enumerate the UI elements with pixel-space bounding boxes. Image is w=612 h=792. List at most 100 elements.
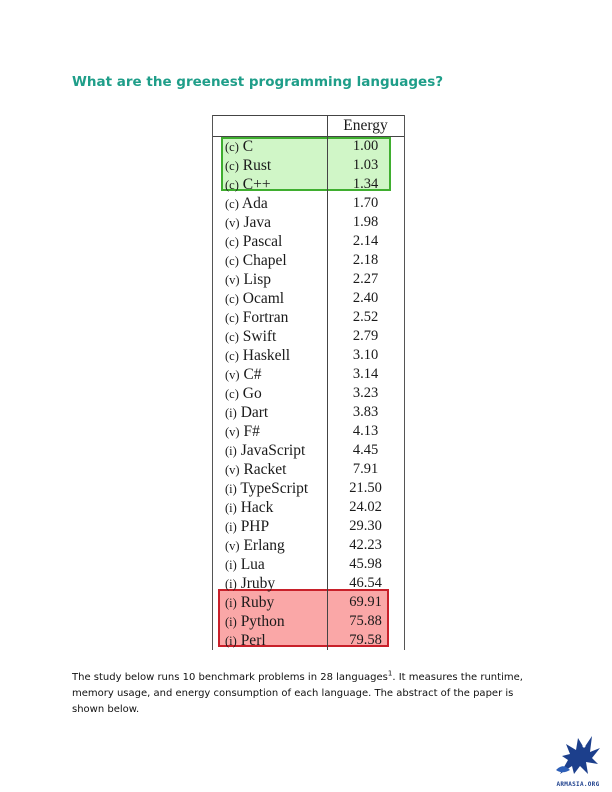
- language-cell: (v) C#: [225, 365, 262, 385]
- language-cell: (i) Jruby: [225, 574, 275, 594]
- language-cell: (c) Fortran: [225, 308, 288, 328]
- language-name: C++: [242, 176, 271, 193]
- energy-value: 1.34: [352, 176, 379, 192]
- language-kind: (i): [225, 482, 237, 496]
- table-row: (v) Lisp 2.27: [213, 270, 404, 289]
- language-cell: (c) Swift: [225, 327, 276, 347]
- language-name: Go: [242, 385, 262, 402]
- language-cell: (i) Python: [225, 612, 285, 632]
- table-row: (v) Racket 7.91: [213, 460, 404, 479]
- language-kind: (i): [225, 634, 237, 648]
- language-name: TypeScript: [240, 480, 309, 497]
- language-kind: (c): [225, 292, 239, 306]
- table-row: (c) Rust 1.03: [213, 156, 404, 175]
- language-cell: (c) Ocaml: [225, 289, 284, 309]
- language-name: Ruby: [240, 594, 275, 611]
- table-row: (i) Python 75.88: [213, 612, 404, 631]
- energy-value: 1.03: [352, 157, 379, 173]
- language-name: Java: [243, 214, 271, 231]
- energy-value: 4.45: [352, 442, 379, 458]
- energy-value: 2.27: [352, 271, 379, 287]
- language-kind: (i): [225, 406, 237, 420]
- language-kind: (c): [225, 254, 239, 268]
- language-name: Rust: [242, 157, 272, 174]
- language-kind: (c): [225, 311, 239, 325]
- language-cell: (i) Lua: [225, 555, 265, 575]
- table-row: (v) Erlang 42.23: [213, 536, 404, 555]
- language-kind: (c): [225, 387, 239, 401]
- language-name: Racket: [243, 461, 287, 478]
- energy-value: 3.83: [352, 404, 379, 420]
- energy-value: 4.13: [352, 423, 379, 439]
- table-row: (v) Java 1.98: [213, 213, 404, 232]
- language-name: Fortran: [242, 309, 289, 326]
- language-name: JavaScript: [240, 442, 306, 459]
- footnote-ref[interactable]: 1: [387, 669, 393, 678]
- greenest-highlight-box: [221, 137, 391, 191]
- energy-value: 2.52: [352, 309, 379, 325]
- energy-value: 75.88: [349, 613, 382, 629]
- table-column-separator: [327, 115, 328, 650]
- table-row: (c) Chapel 2.18: [213, 251, 404, 270]
- language-name: Ocaml: [242, 290, 285, 307]
- table-row: (c) Go 3.23: [213, 384, 404, 403]
- paragraph-text-start: The study below runs 10 benchmark proble…: [72, 672, 388, 683]
- language-cell: (c) Go: [225, 384, 262, 404]
- language-kind: (v): [225, 539, 240, 553]
- table-row: (i) JavaScript 4.45: [213, 441, 404, 460]
- language-cell: (i) PHP: [225, 517, 269, 537]
- table-row: (i) Hack 24.02: [213, 498, 404, 517]
- language-cell: (c) Pascal: [225, 232, 282, 252]
- table-row: (i) TypeScript 21.50: [213, 479, 404, 498]
- energy-value: 2.18: [352, 252, 379, 268]
- table-row: (i) PHP 29.30: [213, 517, 404, 536]
- logo-caption: ARMASIA.ORG: [556, 781, 600, 788]
- language-cell: (v) Racket: [225, 460, 287, 480]
- language-cell: (i) Ruby: [225, 593, 274, 613]
- language-name: F#: [243, 423, 260, 440]
- energy-value: 45.98: [349, 556, 382, 572]
- energy-value: 42.23: [349, 537, 382, 553]
- language-kind: (i): [225, 615, 237, 629]
- language-kind: (c): [225, 235, 239, 249]
- language-cell: (c) C++: [225, 175, 271, 195]
- energy-value: 24.02: [349, 499, 382, 515]
- table-row: (c) C 1.00: [213, 137, 404, 156]
- language-cell: (v) Lisp: [225, 270, 271, 290]
- energy-value: 69.91: [349, 594, 382, 610]
- energy-value: 29.30: [349, 518, 382, 534]
- paragraph-text-end: . It measures the runtime, memory usage,…: [72, 672, 523, 715]
- table-row: (i) Lua 45.98: [213, 555, 404, 574]
- language-kind: (v): [225, 463, 240, 477]
- language-kind: (c): [225, 159, 239, 173]
- table-row: (c) Ada 1.70: [213, 194, 404, 213]
- language-cell: (i) TypeScript: [225, 479, 308, 499]
- language-kind: (c): [225, 349, 239, 363]
- language-kind: (i): [225, 520, 237, 534]
- table-header-rule: [213, 136, 404, 137]
- energy-value: 7.91: [352, 461, 379, 477]
- table-row: (c) Haskell 3.10: [213, 346, 404, 365]
- language-name: Lua: [240, 556, 265, 573]
- language-name: Swift: [242, 328, 277, 345]
- language-name: Perl: [240, 632, 266, 649]
- energy-value: 2.79: [352, 328, 379, 344]
- language-kind: (v): [225, 425, 240, 439]
- language-cell: (i) Perl: [225, 631, 266, 651]
- language-name: Haskell: [242, 347, 291, 364]
- language-kind: (i): [225, 577, 237, 591]
- energy-value: 1.70: [352, 195, 379, 211]
- language-kind: (i): [225, 501, 237, 515]
- language-kind: (c): [225, 330, 239, 344]
- language-name: Hack: [240, 499, 274, 516]
- language-cell: (c) C: [225, 137, 253, 157]
- language-cell: (c) Ada: [225, 194, 268, 214]
- table-row: (v) F# 4.13: [213, 422, 404, 441]
- energy-column-header: Energy: [343, 117, 388, 134]
- language-name: Jruby: [240, 575, 276, 592]
- language-kind: (c): [225, 197, 239, 211]
- energy-value: 3.23: [352, 385, 379, 401]
- table-row: (c) Ocaml 2.40: [213, 289, 404, 308]
- language-cell: (i) JavaScript: [225, 441, 305, 461]
- language-name: Lisp: [243, 271, 272, 288]
